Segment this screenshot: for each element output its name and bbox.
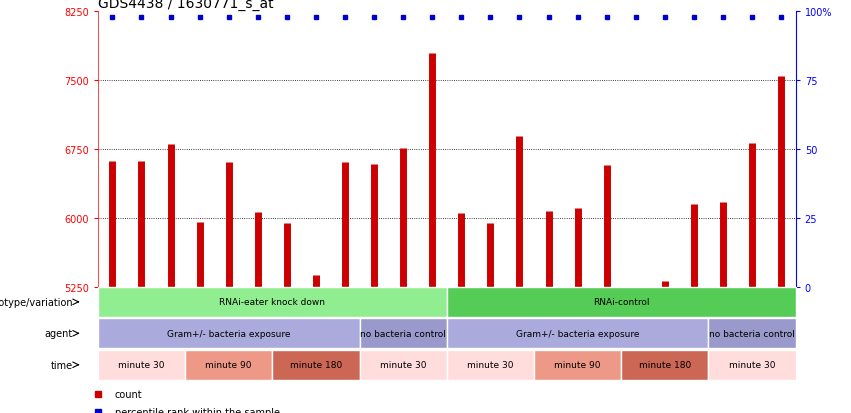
Text: time: time — [51, 360, 73, 370]
Text: minute 180: minute 180 — [290, 361, 342, 369]
Text: minute 180: minute 180 — [639, 361, 691, 369]
Text: GDS4438 / 1630771_s_at: GDS4438 / 1630771_s_at — [98, 0, 273, 12]
Text: minute 30: minute 30 — [380, 361, 426, 369]
Text: RNAi-control: RNAi-control — [593, 298, 649, 306]
Text: minute 30: minute 30 — [728, 361, 775, 369]
Text: Gram+/- bacteria exposure: Gram+/- bacteria exposure — [516, 329, 639, 338]
Text: minute 90: minute 90 — [205, 361, 252, 369]
Text: Gram+/- bacteria exposure: Gram+/- bacteria exposure — [167, 329, 290, 338]
Text: genotype/variation: genotype/variation — [0, 297, 73, 307]
Text: no bacteria control: no bacteria control — [360, 329, 446, 338]
Text: minute 30: minute 30 — [467, 361, 514, 369]
Text: percentile rank within the sample: percentile rank within the sample — [115, 407, 280, 413]
Text: minute 90: minute 90 — [554, 361, 601, 369]
Text: count: count — [115, 389, 142, 399]
Text: RNAi-eater knock down: RNAi-eater knock down — [220, 298, 325, 306]
Text: no bacteria control: no bacteria control — [709, 329, 795, 338]
Text: minute 30: minute 30 — [118, 361, 165, 369]
Text: agent: agent — [45, 328, 73, 339]
